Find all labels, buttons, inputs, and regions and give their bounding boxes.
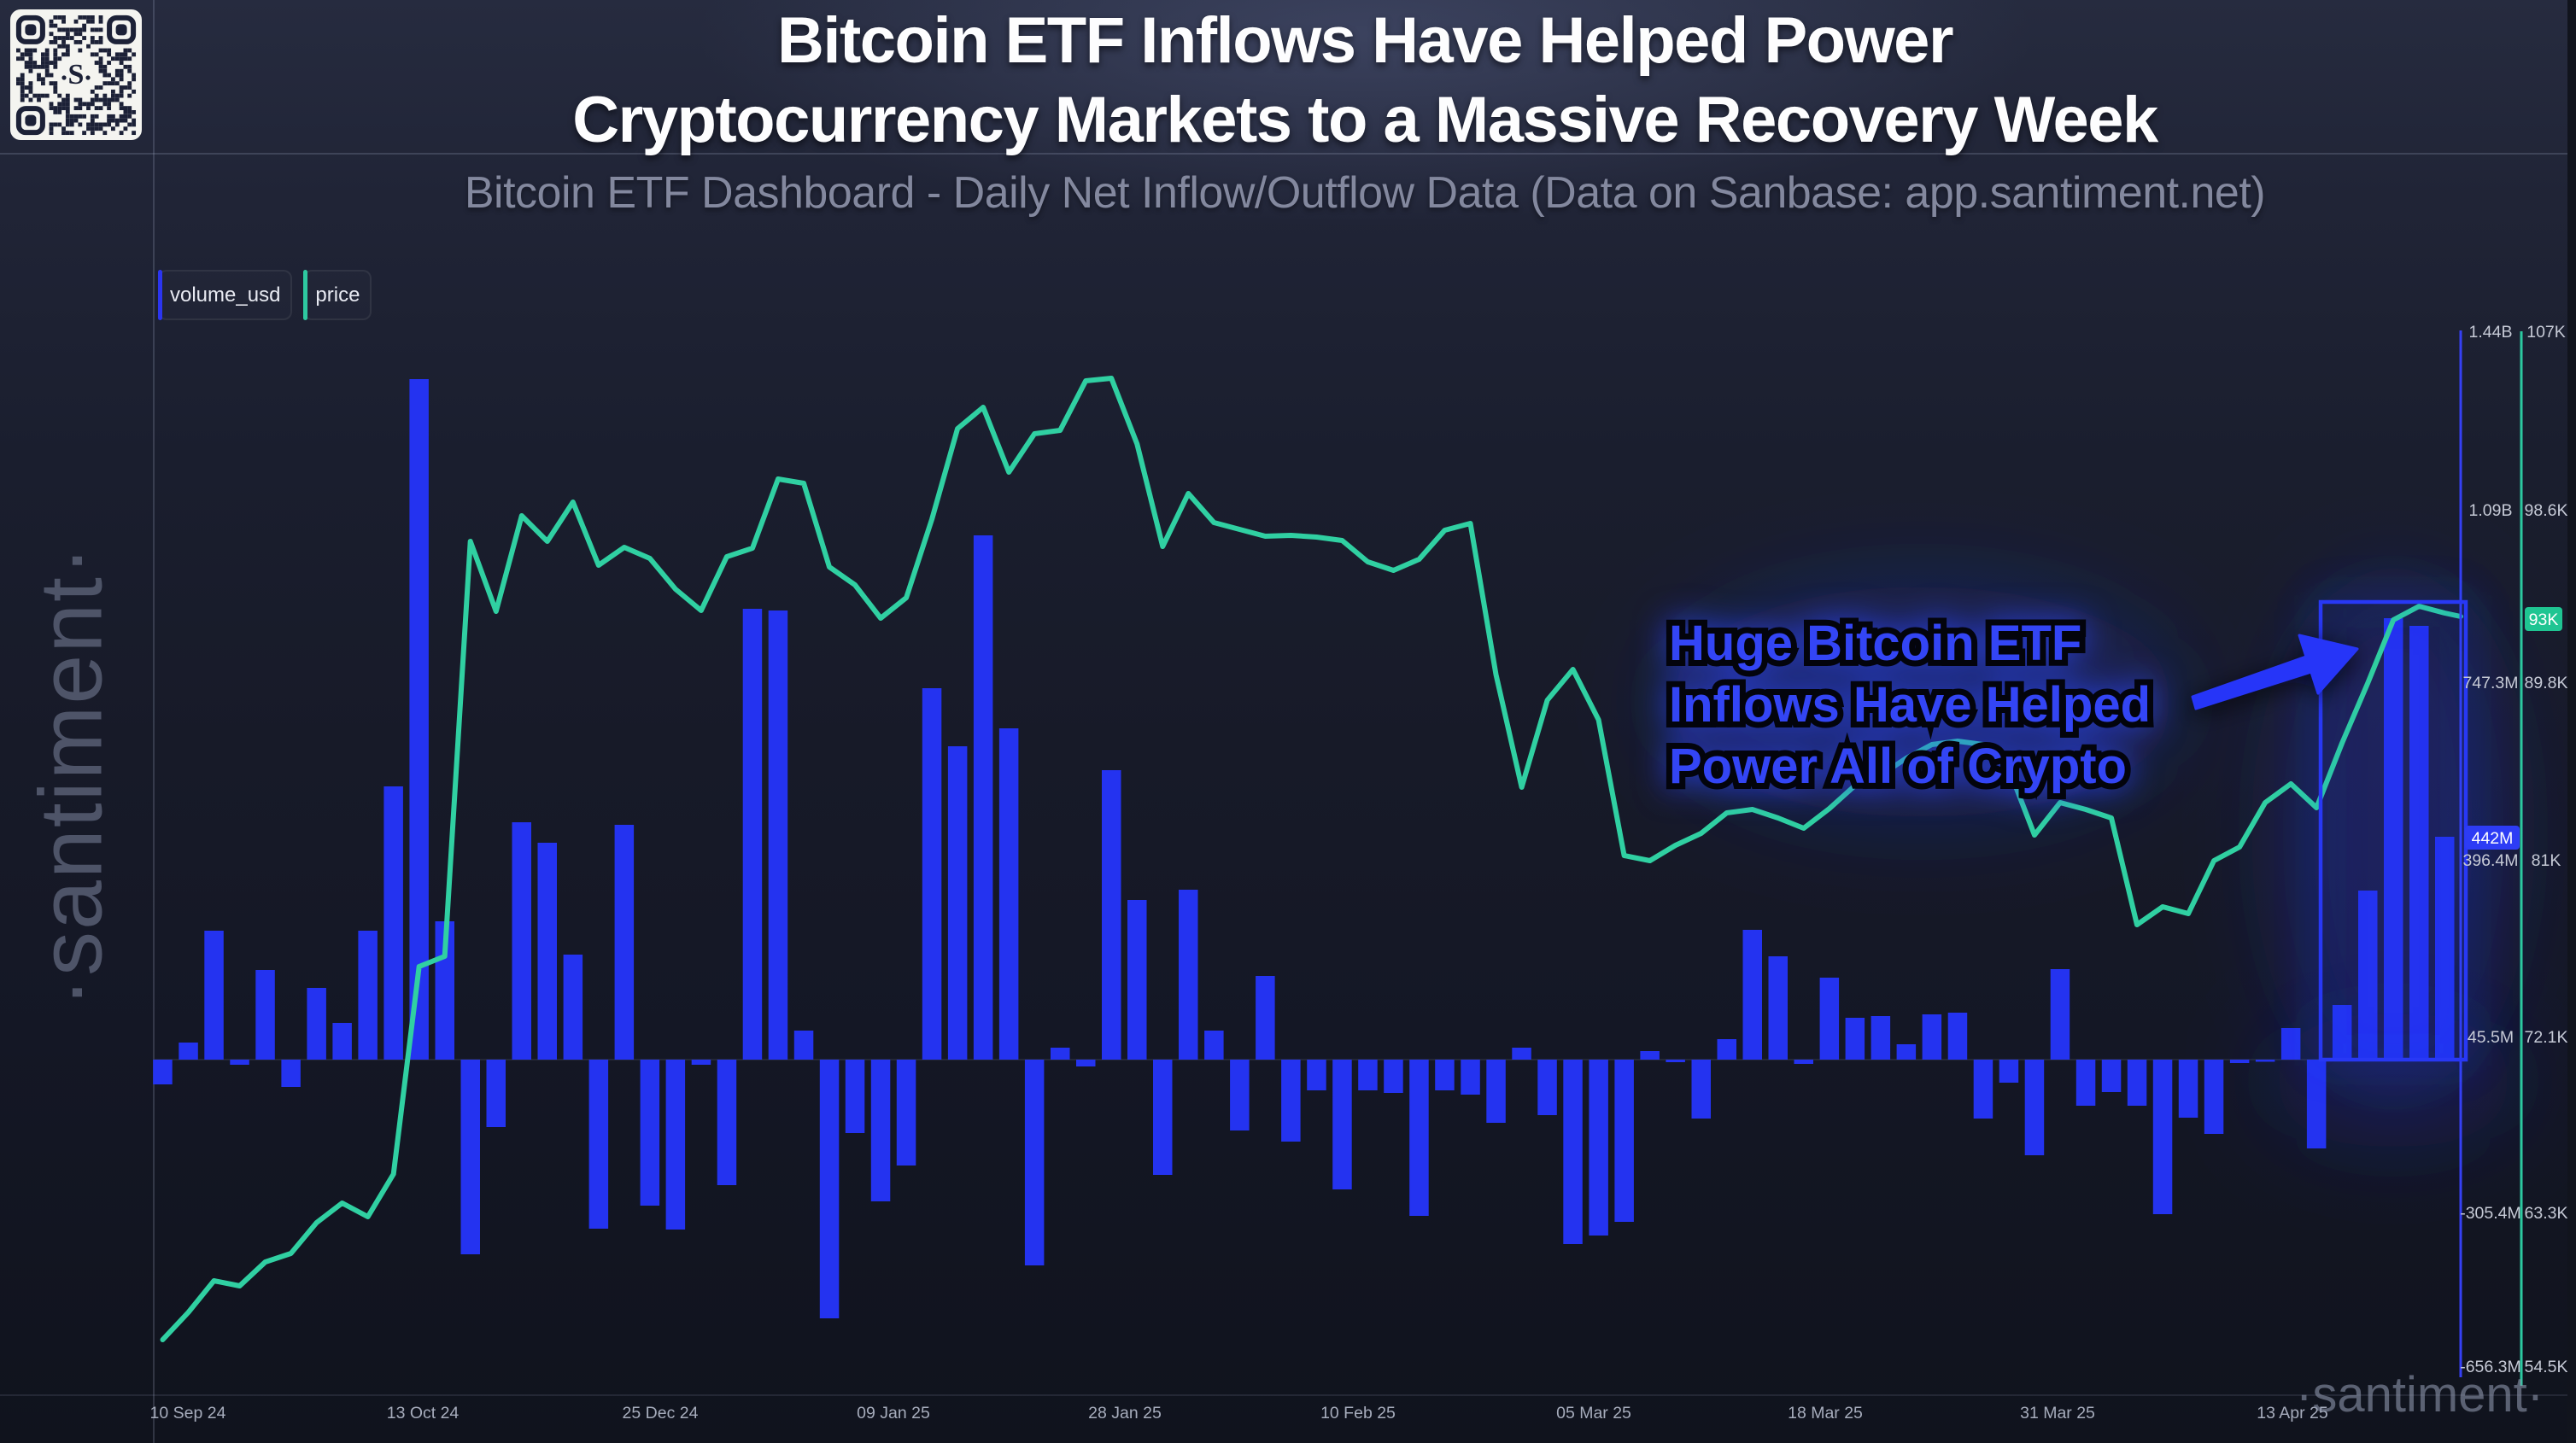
svg-text:396.4M: 396.4M: [2462, 851, 2518, 870]
svg-text:45.5M: 45.5M: [2468, 1028, 2514, 1047]
svg-text:81K: 81K: [2532, 851, 2561, 870]
svg-text:63.3K: 63.3K: [2525, 1204, 2568, 1223]
svg-text:18 Mar 25: 18 Mar 25: [1788, 1404, 1863, 1423]
svg-text:05 Mar 25: 05 Mar 25: [1556, 1404, 1631, 1423]
svg-text:28 Jan 25: 28 Jan 25: [1088, 1404, 1162, 1423]
svg-text:72.1K: 72.1K: [2525, 1028, 2568, 1047]
svg-text:1.09B: 1.09B: [2469, 501, 2513, 520]
svg-text:09 Jan 25: 09 Jan 25: [857, 1404, 930, 1423]
svg-text:25 Dec 24: 25 Dec 24: [623, 1404, 699, 1423]
svg-text:10 Sep 24: 10 Sep 24: [150, 1404, 226, 1423]
svg-text:98.6K: 98.6K: [2525, 501, 2568, 520]
svg-text:89.8K: 89.8K: [2525, 674, 2568, 692]
svg-text:13 Oct 24: 13 Oct 24: [387, 1404, 460, 1423]
svg-text:Inflows Have Helped: Inflows Have Helped: [1669, 677, 2151, 733]
svg-text:Power All of Crypto: Power All of Crypto: [1669, 739, 2127, 794]
svg-text:747.3M: 747.3M: [2462, 674, 2518, 692]
svg-text:442M: 442M: [2472, 829, 2514, 848]
svg-text:-305.4M: -305.4M: [2460, 1204, 2521, 1223]
svg-text:54.5K: 54.5K: [2525, 1358, 2568, 1376]
svg-text:13 Apr 25: 13 Apr 25: [2257, 1404, 2328, 1423]
svg-text:Huge Bitcoin ETF: Huge Bitcoin ETF: [1669, 616, 2081, 671]
svg-text:93K: 93K: [2529, 610, 2559, 629]
svg-text:10 Feb 25: 10 Feb 25: [1320, 1404, 1396, 1423]
svg-text:107K: 107K: [2526, 323, 2566, 342]
svg-text:31 Mar 25: 31 Mar 25: [2020, 1404, 2095, 1423]
svg-text:1.44B: 1.44B: [2469, 323, 2513, 342]
svg-text:S: S: [68, 59, 85, 91]
svg-text:-656.3M: -656.3M: [2460, 1358, 2521, 1376]
